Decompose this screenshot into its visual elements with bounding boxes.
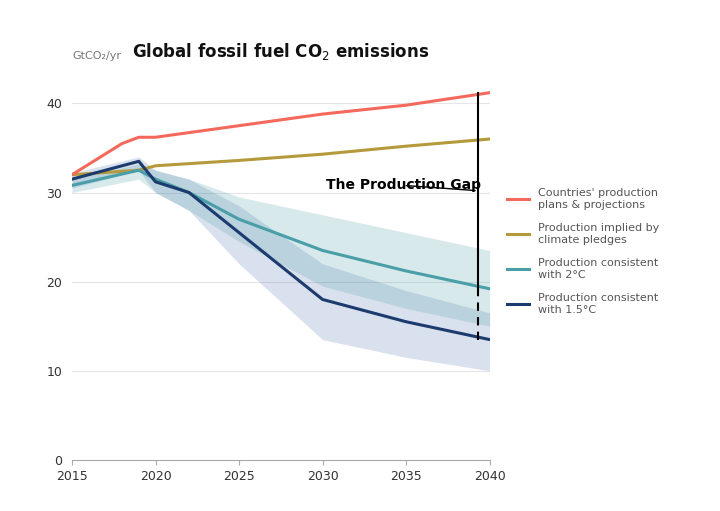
Title: Global fossil fuel CO$_2$ emissions: Global fossil fuel CO$_2$ emissions xyxy=(132,41,429,62)
Text: The Production Gap: The Production Gap xyxy=(326,178,481,192)
Legend: Countries' production
plans & projections, Production implied by
climate pledges: Countries' production plans & projection… xyxy=(502,184,663,319)
Text: GtCO₂/yr: GtCO₂/yr xyxy=(72,51,121,61)
